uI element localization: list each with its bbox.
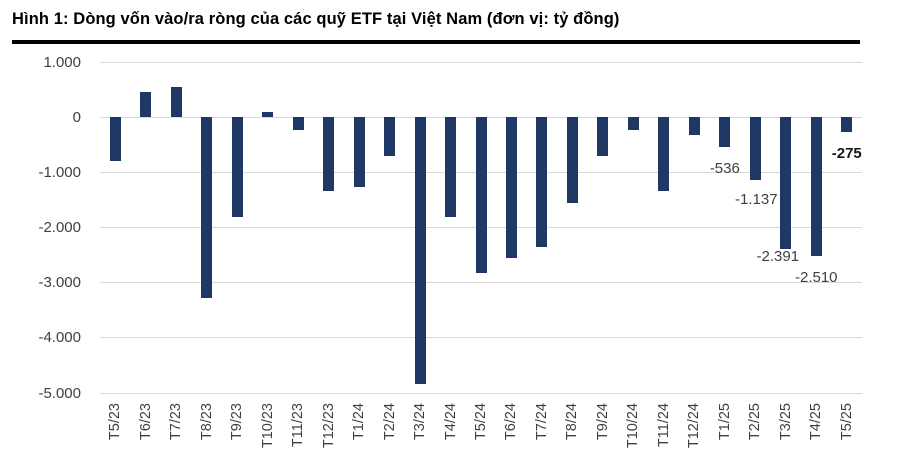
y-axis-tick-label: 0 — [72, 108, 81, 126]
bar-T7/23 — [170, 87, 182, 118]
x-axis-tick-label: T9/24 — [594, 403, 611, 441]
x-axis-tick-label: T8/23 — [198, 403, 215, 441]
bar-T3/24 — [414, 117, 426, 385]
x-axis-tick-label: T9/23 — [229, 403, 246, 441]
bar-T1/24 — [353, 117, 365, 188]
figure-title: Hình 1: Dòng vốn vào/ra ròng của các quỹ… — [12, 10, 620, 28]
y-axis-tick-label: -4.000 — [38, 329, 81, 347]
x-axis-tick-label: T2/25 — [747, 403, 764, 441]
x-axis-tick-label: T12/23 — [320, 403, 337, 449]
x-axis-tick-label: T11/24 — [655, 403, 672, 448]
bar-T10/23 — [262, 111, 274, 118]
bar-T8/24 — [566, 117, 578, 204]
x-axis-tick-label: T6/23 — [137, 403, 154, 441]
bar-T6/24 — [505, 117, 517, 259]
bar-data-label: -536 — [709, 159, 740, 177]
y-axis-tick-label: -3.000 — [38, 274, 81, 292]
bar-T2/24 — [384, 117, 396, 157]
x-axis-tick-label: T5/25 — [838, 403, 855, 441]
bar-T4/25 — [810, 117, 822, 256]
x-axis-tick-label: T6/24 — [503, 403, 520, 441]
x-axis-tick-label: T7/24 — [533, 403, 550, 441]
bar-data-label: -2.510 — [794, 268, 838, 286]
y-axis-tick-label: 1.000 — [43, 53, 81, 71]
bar-T9/24 — [597, 117, 609, 157]
bar-T9/23 — [231, 117, 243, 217]
bar-data-label: -275 — [831, 145, 862, 163]
y-axis-tick-label: -2.000 — [38, 219, 81, 236]
gridline — [100, 392, 862, 394]
x-axis-tick-label: T12/24 — [686, 403, 703, 449]
bar-T12/24 — [688, 117, 700, 136]
x-axis-tick-label: T10/24 — [625, 403, 642, 449]
gridline — [100, 282, 862, 284]
x-axis-tick-label: T8/24 — [564, 403, 581, 441]
y-axis-tick-label: -5.000 — [38, 384, 81, 402]
bar-data-label: -1.137 — [735, 190, 778, 208]
x-axis-tick-label: T11/23 — [290, 403, 307, 448]
bar-T12/23 — [323, 117, 335, 192]
gridline — [100, 337, 862, 339]
bar-data-label: -2.391 — [756, 248, 800, 266]
x-axis-tick-label: T10/23 — [259, 403, 276, 449]
bar-T8/23 — [201, 117, 213, 299]
bar-T11/24 — [658, 117, 670, 191]
x-axis-tick-label: T3/25 — [777, 403, 794, 441]
bar-T5/25 — [841, 117, 853, 133]
bar-T5/24 — [475, 117, 487, 274]
bar-T4/24 — [445, 117, 457, 218]
x-axis-tick-label: T5/23 — [107, 403, 124, 441]
x-axis-tick-label: T1/24 — [351, 403, 368, 441]
x-axis-tick-label: T4/24 — [442, 403, 459, 441]
x-axis-tick-label: T4/25 — [808, 403, 825, 441]
bar-T2/25 — [749, 117, 761, 180]
title-underline-rule — [12, 40, 860, 44]
x-axis-tick-label: T7/23 — [168, 403, 185, 441]
bar-T6/23 — [140, 91, 152, 118]
x-axis-tick-label: T5/24 — [473, 403, 489, 441]
x-axis-tick-label: T3/24 — [412, 403, 429, 441]
bar-T11/23 — [292, 117, 304, 130]
bar-T5/23 — [109, 117, 121, 162]
bar-T1/25 — [719, 117, 731, 147]
gridline — [100, 61, 862, 63]
bar-T10/24 — [627, 117, 639, 130]
bar-T3/25 — [780, 117, 792, 250]
y-axis-tick-label: -1.000 — [38, 163, 81, 181]
x-axis-tick-label: T1/25 — [716, 403, 733, 441]
bar-T7/24 — [536, 117, 548, 247]
x-axis-tick-label: T2/24 — [381, 403, 398, 441]
